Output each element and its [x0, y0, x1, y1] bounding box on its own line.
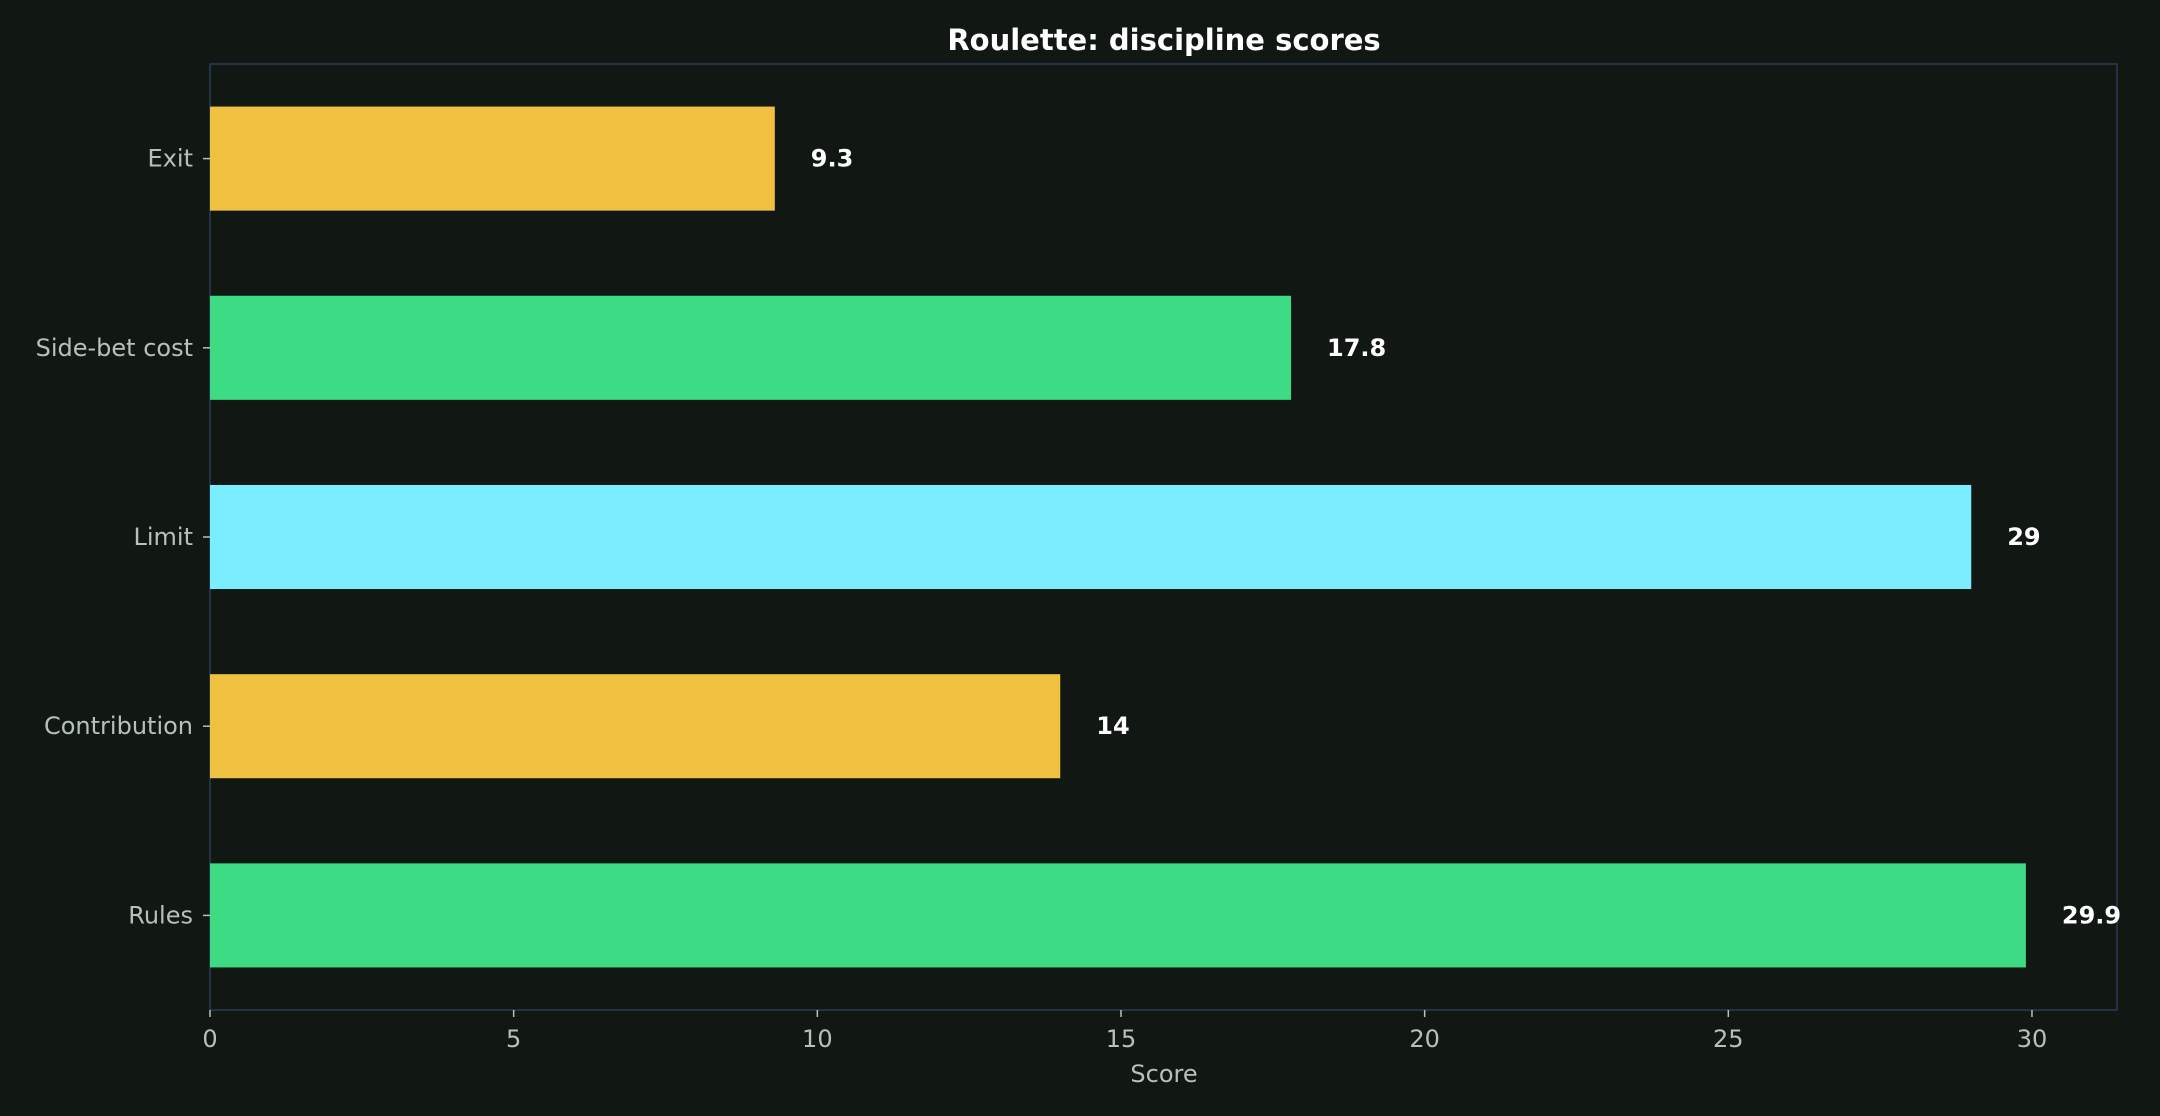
value-label: 17.8	[1327, 334, 1386, 362]
y-tick-label: Side-bet cost	[36, 334, 193, 362]
value-label: 14	[1096, 712, 1129, 740]
x-tick-label: 30	[2017, 1025, 2048, 1053]
bar-contribution	[210, 674, 1061, 779]
y-tick-label: Exit	[148, 145, 193, 173]
y-tick-label: Contribution	[44, 712, 193, 740]
x-tick-label: 10	[802, 1025, 833, 1053]
y-tick-label: Limit	[134, 523, 194, 551]
x-tick-label: 5	[506, 1025, 521, 1053]
x-tick-label: 15	[1106, 1025, 1137, 1053]
chart-title: Roulette: discipline scores	[947, 23, 1380, 57]
value-label: 29	[2007, 523, 2040, 551]
bar-rules	[210, 863, 2026, 968]
x-tick-label: 20	[1409, 1025, 1440, 1053]
value-label: 29.9	[2062, 901, 2121, 929]
bar-exit	[210, 106, 775, 211]
x-axis-label: Score	[1130, 1060, 1197, 1088]
bar-limit	[210, 484, 1972, 590]
x-tick-label: 25	[1713, 1025, 1744, 1053]
value-label: 9.3	[811, 145, 854, 173]
bar-side-bet-cost	[210, 295, 1292, 400]
plot-area: Exit 9.3 Side-bet cost 17.8 Limit 29 Contribut…	[36, 63, 2121, 1053]
x-tick-label: 0	[202, 1025, 217, 1053]
y-tick-label: Rules	[128, 901, 193, 929]
